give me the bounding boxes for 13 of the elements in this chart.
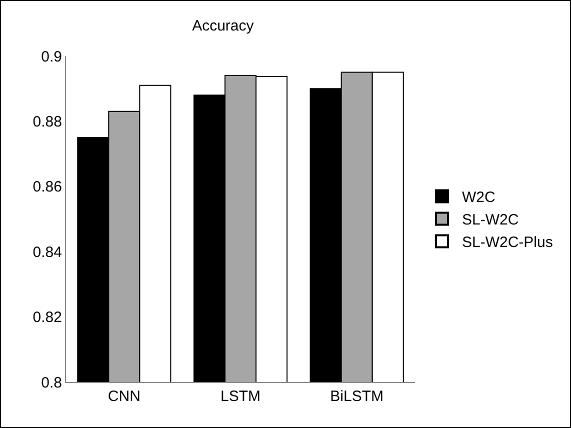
y-tick-label: 0.88 xyxy=(32,113,62,130)
legend-label: SL-W2C-Plus xyxy=(462,234,553,252)
x-tick-label: BiLSTM xyxy=(330,388,384,405)
chart-title: Accuracy xyxy=(192,18,254,35)
x-tick-label: LSTM xyxy=(220,388,261,405)
y-tick-label: 0.9 xyxy=(41,48,62,66)
y-tick-label: 0.8 xyxy=(41,374,62,392)
legend-label: W2C xyxy=(462,189,496,206)
x-tick-label: CNN xyxy=(108,388,140,405)
y-tick-label: 0.86 xyxy=(32,178,62,196)
y-tick-label: 0.82 xyxy=(32,309,62,326)
y-tick-label: 0.84 xyxy=(32,244,62,261)
legend-label: SL-W2C xyxy=(462,212,519,229)
